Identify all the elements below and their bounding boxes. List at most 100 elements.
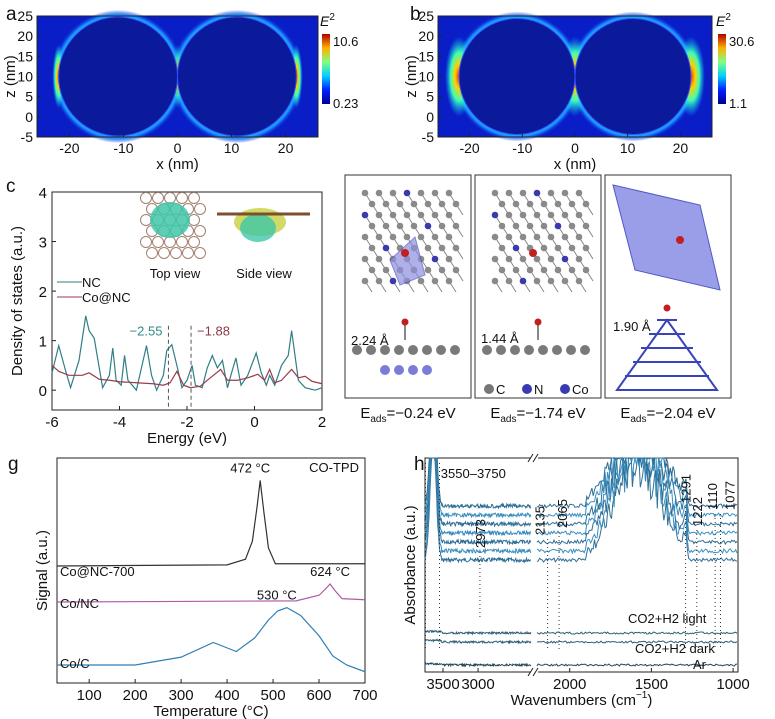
atom [554,200,562,208]
atom [382,244,390,252]
peak-label: 472 °C [230,461,270,476]
x-axis-label: Temperature (°C) [153,703,268,719]
atom [561,211,569,219]
axis-break-top [531,454,538,462]
peak-label: 1077 [723,481,738,510]
inset-label-top-view: Top view [150,266,201,281]
o-atom-side [663,304,671,312]
x-tick-label: 0 [250,414,258,431]
peak-label: 2973 [473,519,488,548]
x-tick-label: 10 [620,140,636,156]
atom [526,222,534,230]
o-atom [529,249,537,257]
spectrum-line [424,457,532,519]
peak-label: 2135 [533,506,548,535]
spectrum-line [536,663,738,667]
atom [561,255,569,263]
atom [533,211,541,219]
side-atom [352,345,362,355]
x-tick-label: -2 [180,414,193,431]
y-tick-label: 10 [17,69,33,85]
legend-label: Co [572,382,589,397]
spectrum-line [424,457,532,555]
panel-label-b: b [410,4,421,25]
atom [512,200,520,208]
charge-density [240,214,276,242]
atom [361,277,369,285]
atom [417,189,425,197]
x-tick-label: -10 [512,140,532,156]
atom [505,189,513,197]
atom [452,244,460,252]
atom [361,233,369,241]
eads-subscript: ads [370,414,386,425]
tpd-line-Co/C [57,606,366,673]
o-atom [401,249,409,257]
atom [498,222,506,230]
y-tick-label: 20 [17,28,33,44]
lattice-ring [158,247,170,259]
atom [403,211,411,219]
atom [575,189,583,197]
lattice-ring [140,214,152,226]
co-atom [408,365,418,375]
side-atom [436,345,446,355]
atom [382,266,390,274]
x-tick-label: 100 [77,687,102,704]
x-axis-label: Wavenumbers (cm−1) [511,690,653,709]
atom [533,189,541,197]
y-tick-label: 0 [39,383,47,400]
peak-label: 530 °C [257,588,297,603]
eads-caption: Eads=−1.74 eV [490,405,585,425]
colorbar [718,34,726,104]
atom [582,266,590,274]
eads-subscript: ads [500,414,516,425]
atom [445,233,453,241]
spectrum-line [424,638,532,645]
x-tick-label: -4 [113,414,126,431]
peak-label: 624 °C [310,564,350,579]
legend-label: NC [82,275,101,290]
spectrum-line [536,631,738,635]
atom [568,200,576,208]
series-label: Co@NC-700 [60,564,135,579]
side-atom [366,345,376,355]
lattice-ring [182,247,194,259]
y-axis-label: z (nm) [403,55,420,98]
plot-frame [56,457,366,684]
lattice-ring [188,236,200,248]
atom [368,200,376,208]
atom [533,277,541,285]
lattice-ring [152,192,164,204]
atom [417,211,425,219]
nanoparticle [458,18,576,135]
x-tick-label: 2000 [553,676,586,693]
atom [561,189,569,197]
atom [505,211,513,219]
annotation-label: −1.88 [197,324,230,339]
dos-line-Co@NC [51,364,323,389]
y-tick-label: 15 [17,48,33,64]
lattice-ring [194,247,206,259]
atom [540,222,548,230]
atom [438,244,446,252]
peak-label: 1110 [705,483,720,510]
atom [424,200,432,208]
y-axis-label: Density of states (a.u.) [9,226,26,376]
atom [526,200,534,208]
side-atom [538,345,548,355]
atom [410,200,418,208]
atom [575,255,583,263]
atom [568,266,576,274]
atom [505,277,513,285]
atom [582,200,590,208]
atom [382,222,390,230]
atom [575,233,583,241]
legend-atom-N [522,384,532,394]
spectrum-line [424,457,532,546]
atom [512,244,520,252]
y-tick-label: 15 [418,48,434,64]
x-axis-label-sup: −1 [636,690,648,701]
atom [568,222,576,230]
